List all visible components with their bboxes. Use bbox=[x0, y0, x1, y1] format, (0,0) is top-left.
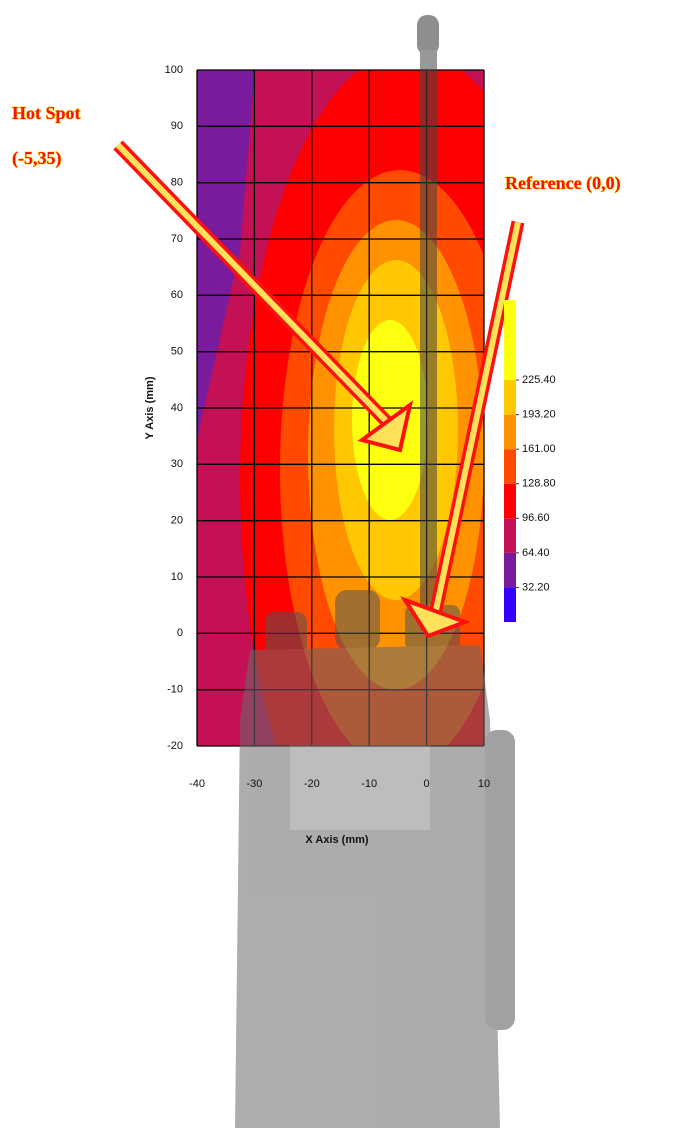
y-tick-label: 0 bbox=[177, 627, 183, 639]
annotation: Hot Spot bbox=[12, 103, 81, 123]
y-tick-label: 40 bbox=[171, 402, 183, 414]
y-tick-label: 100 bbox=[165, 64, 183, 76]
colorbar-band bbox=[504, 483, 516, 519]
colorbar-band bbox=[504, 414, 516, 450]
x-axis-label: X Axis (mm) bbox=[305, 834, 369, 846]
reference-arrow bbox=[400, 220, 525, 639]
colorbar: 32.20 64.40 96.60 128.80 161.00 193.20 225.40 bbox=[504, 300, 556, 622]
annotation: (-5,35) bbox=[12, 148, 61, 169]
x-tick-label: -20 bbox=[304, 778, 320, 790]
y-tick-label: 70 bbox=[171, 233, 183, 245]
x-tick-label: -40 bbox=[189, 778, 205, 790]
colorbar-tick-label: 225.40 bbox=[522, 374, 556, 386]
x-tick-label: 10 bbox=[478, 778, 490, 790]
colorbar-tick-label: 64.40 bbox=[522, 547, 550, 559]
colorbar-tick-label: 161.00 bbox=[522, 443, 556, 455]
side-grip bbox=[485, 730, 515, 1030]
label-plate bbox=[290, 745, 430, 830]
knob bbox=[265, 612, 307, 657]
colorbar-band bbox=[504, 552, 516, 588]
antenna-tip bbox=[417, 15, 439, 55]
colorbar-tick-label: 128.80 bbox=[522, 478, 556, 490]
colorbar-band bbox=[504, 380, 516, 415]
y-tick-label: -20 bbox=[167, 740, 183, 752]
y-tick-label: 80 bbox=[171, 177, 183, 189]
y-tick-label: 90 bbox=[171, 120, 183, 132]
colorbar-tick-label: 193.20 bbox=[522, 409, 556, 421]
colorbar-tick-label: 32.20 bbox=[522, 581, 550, 593]
colorbar-band bbox=[504, 518, 516, 553]
hotspot-arrow bbox=[113, 140, 414, 453]
x-tick-label: -30 bbox=[246, 778, 262, 790]
antenna bbox=[420, 50, 437, 610]
colorbar-band bbox=[504, 300, 516, 381]
x-tick-label: -10 bbox=[361, 778, 377, 790]
radio-body bbox=[235, 645, 500, 1128]
annotation: Reference (0,0) bbox=[505, 173, 621, 194]
y-tick-label: 10 bbox=[171, 571, 183, 583]
colorbar-tick-label: 96.60 bbox=[522, 512, 550, 524]
y-tick-label: 50 bbox=[171, 346, 183, 358]
y-tick-label: 30 bbox=[171, 458, 183, 470]
knob bbox=[335, 590, 380, 650]
colorbar-band bbox=[504, 449, 516, 484]
y-tick-label: 20 bbox=[171, 515, 183, 527]
y-tick-label: 60 bbox=[171, 289, 183, 301]
y-tick-label: -10 bbox=[167, 684, 183, 696]
x-tick-label: 0 bbox=[424, 778, 430, 790]
colorbar-band bbox=[504, 587, 516, 622]
y-axis-label: Y Axis (mm) bbox=[144, 376, 156, 439]
